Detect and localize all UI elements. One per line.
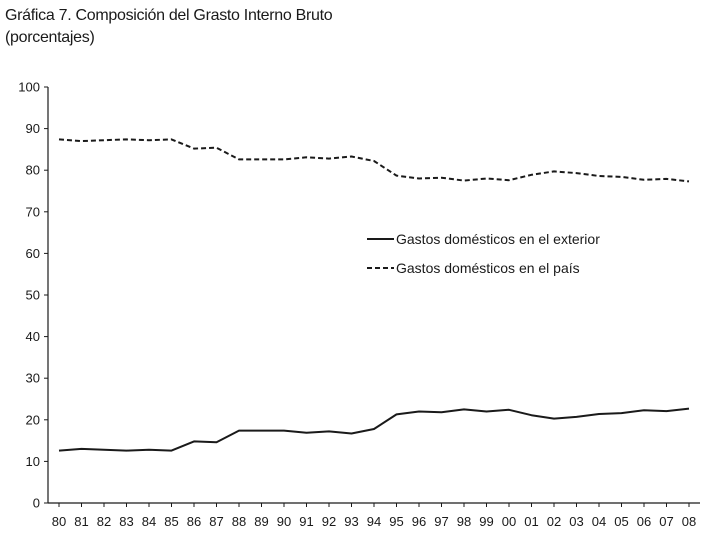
y-tick-label: 50 <box>26 288 40 303</box>
x-tick-label: 83 <box>119 514 133 529</box>
x-tick-label: 03 <box>569 514 583 529</box>
x-tick-label: 84 <box>142 514 156 529</box>
legend-label-1: Gastos domésticos en el exterior <box>396 231 600 247</box>
chart-title: Gráfica 7. Composición del Grasto Intern… <box>5 7 333 24</box>
y-tick-label: 60 <box>26 246 40 261</box>
x-tick-label: 92 <box>322 514 336 529</box>
x-tick-label: 93 <box>344 514 358 529</box>
x-tick-label: 81 <box>74 514 88 529</box>
x-tick-label: 86 <box>187 514 201 529</box>
x-tick-label: 00 <box>502 514 516 529</box>
y-tick-label: 90 <box>26 121 40 136</box>
x-tick-label: 98 <box>457 514 471 529</box>
x-tick-label: 95 <box>389 514 403 529</box>
x-tick-label: 80 <box>52 514 66 529</box>
series-line-1 <box>58 407 690 452</box>
chart-subtitle: (porcentajes) <box>5 29 95 46</box>
x-tick-label: 06 <box>637 514 651 529</box>
x-tick-label: 02 <box>547 514 561 529</box>
x-tick-label: 05 <box>614 514 628 529</box>
x-tick-label: 96 <box>412 514 426 529</box>
x-tick-label: 90 <box>277 514 291 529</box>
y-tick-label: 0 <box>33 496 40 511</box>
y-tick-label: 10 <box>26 454 40 469</box>
x-tick-label: 07 <box>659 514 673 529</box>
x-tick-label: 87 <box>209 514 223 529</box>
legend: Gastos domésticos en el exterior Gastos d… <box>367 231 600 276</box>
x-tick-label: 01 <box>524 514 538 529</box>
y-tick-label: 100 <box>18 80 40 95</box>
x-tick-label: 99 <box>479 514 493 529</box>
y-tick-label: 40 <box>26 329 40 344</box>
y-tick-label: 30 <box>26 371 40 386</box>
x-tick-label: 85 <box>164 514 178 529</box>
series-line-2 <box>58 138 690 183</box>
series-lines <box>58 138 690 452</box>
y-tick-label: 70 <box>26 204 40 219</box>
x-tick-label: 82 <box>97 514 111 529</box>
x-tick-label: 08 <box>682 514 696 529</box>
x-tick-label: 04 <box>592 514 606 529</box>
y-tick-label: 20 <box>26 412 40 427</box>
x-tick-label: 91 <box>299 514 313 529</box>
x-tick-label: 97 <box>434 514 448 529</box>
legend-label-2: Gastos domésticos en el país <box>396 260 580 276</box>
x-tick-label: 88 <box>232 514 246 529</box>
x-tick-label: 94 <box>367 514 381 529</box>
y-tick-label: 80 <box>26 163 40 178</box>
x-tick-label: 89 <box>254 514 268 529</box>
